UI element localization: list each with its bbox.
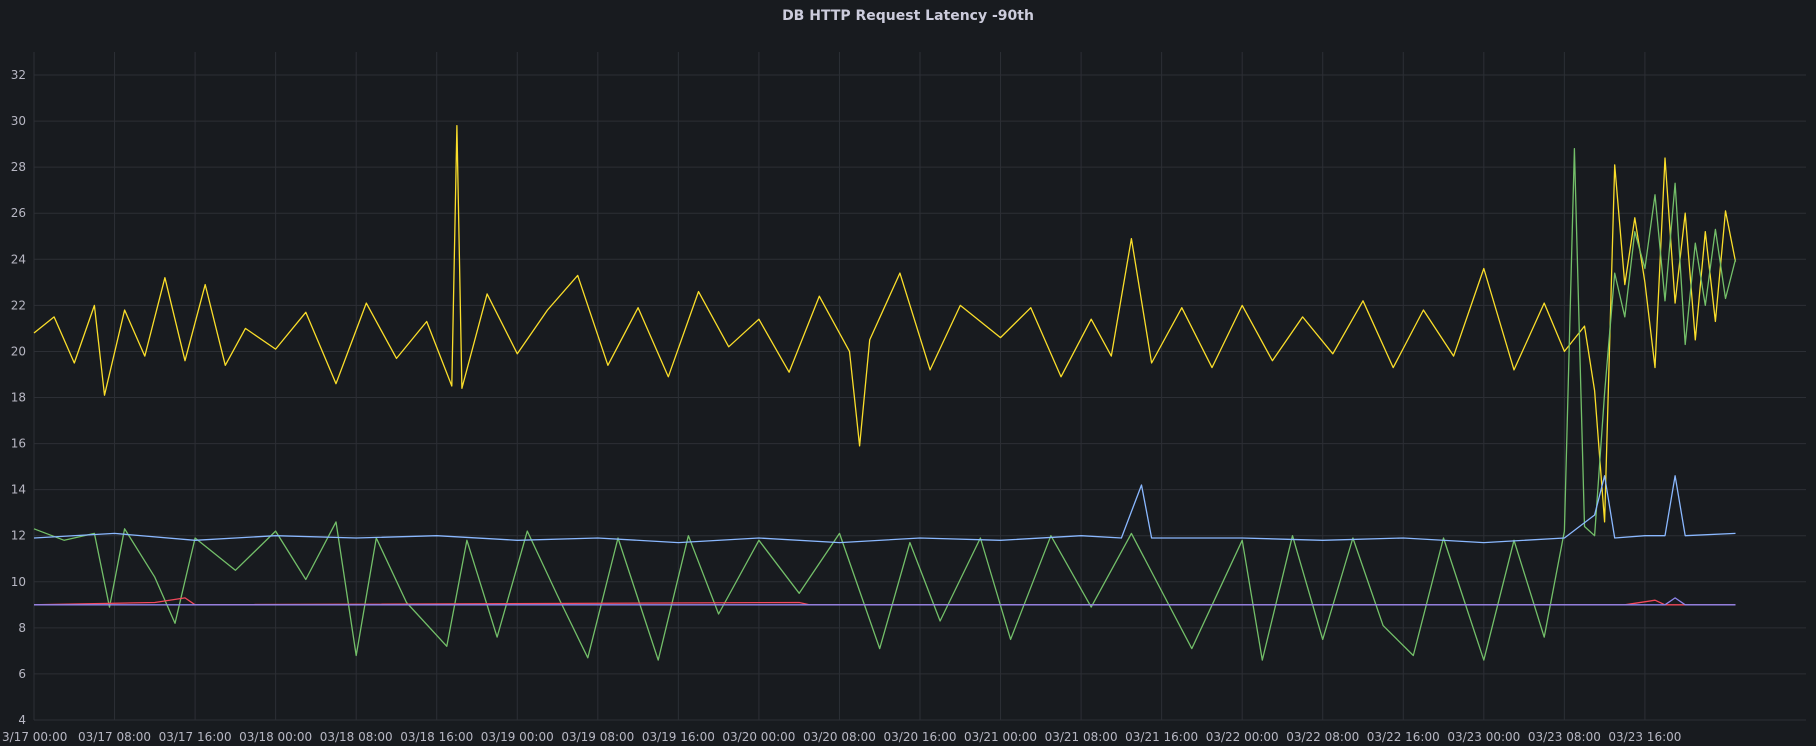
x-tick-label: 03/18 08:00 (320, 730, 393, 744)
x-tick-label: 03/20 00:00 (722, 730, 795, 744)
x-tick-label: 03/21 00:00 (964, 730, 1037, 744)
x-tick-label: 03/23 16:00 (1608, 730, 1681, 744)
x-tick-label: 03/18 00:00 (239, 730, 312, 744)
y-tick-label: 32 (11, 68, 26, 82)
series-line-4[interactable] (33, 597, 1736, 606)
x-tick-label: 03/23 08:00 (1528, 730, 1601, 744)
x-tick-label: 03/22 16:00 (1367, 730, 1440, 744)
y-tick-label: 16 (11, 437, 26, 451)
series-line-3[interactable] (33, 475, 1736, 544)
x-tick-label: 03/21 08:00 (1045, 730, 1118, 744)
x-tick-label: 3/17 00:00 (2, 730, 67, 744)
chart-title: DB HTTP Request Latency -90th (782, 8, 1034, 24)
y-tick-label: 26 (11, 206, 26, 220)
x-tick-label: 03/23 00:00 (1447, 730, 1520, 744)
series-layer (33, 125, 1737, 661)
y-tick-label: 6 (18, 667, 26, 681)
x-tick-label: 03/17 16:00 (159, 730, 232, 744)
series-line-2[interactable] (33, 148, 1737, 661)
y-tick-label: 10 (11, 575, 26, 589)
x-tick-label: 03/20 08:00 (803, 730, 876, 744)
x-tick-label: 03/17 08:00 (78, 730, 151, 744)
grid (33, 52, 1806, 721)
x-tick-label: 03/21 16:00 (1125, 730, 1198, 744)
x-tick-label: 03/19 16:00 (642, 730, 715, 744)
x-tick-label: 03/20 16:00 (884, 730, 957, 744)
y-tick-label: 20 (11, 344, 26, 358)
y-tick-label: 30 (11, 114, 26, 128)
y-tick-label: 14 (11, 483, 26, 497)
y-tick-label: 18 (11, 391, 26, 405)
x-tick-label: 03/22 08:00 (1286, 730, 1359, 744)
axes: 4 6 8 10 12 14 16 18 20 22 24 26 28 30 32 3/17 00:00 03/… (2, 68, 1681, 744)
y-tick-label: 24 (11, 252, 26, 266)
x-tick-label: 03/18 16:00 (400, 730, 473, 744)
y-tick-label: 8 (18, 621, 26, 635)
x-tick-label: 03/19 00:00 (481, 730, 554, 744)
x-tick-label: 03/19 08:00 (561, 730, 634, 744)
series-line-1[interactable] (33, 125, 1737, 523)
y-tick-label: 12 (11, 529, 26, 543)
x-tick-label: 03/22 00:00 (1206, 730, 1279, 744)
series-line-5[interactable] (34, 597, 1736, 606)
y-tick-label: 22 (11, 298, 26, 312)
y-tick-label: 28 (11, 160, 26, 174)
y-tick-label: 4 (18, 713, 26, 727)
